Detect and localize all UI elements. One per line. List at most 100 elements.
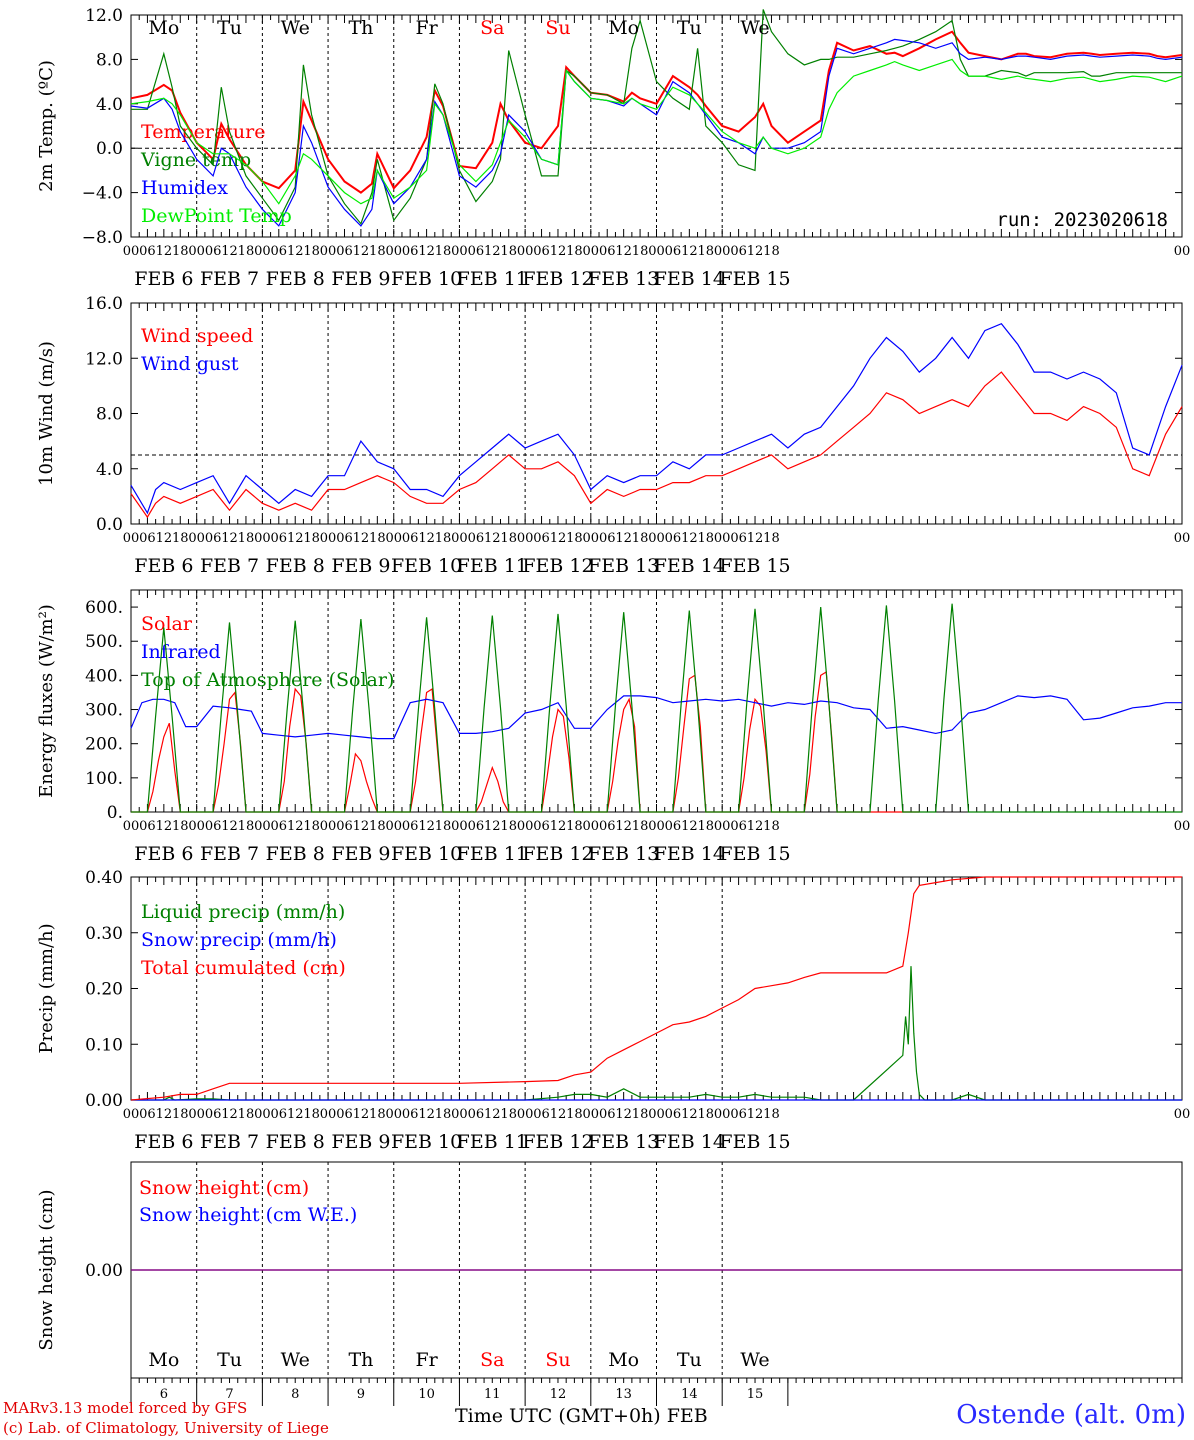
hour-label: 12: [615, 819, 632, 834]
hour-label: 06: [533, 819, 550, 834]
y-tick-label: 0.0: [96, 515, 123, 535]
hour-label: 18: [566, 1107, 583, 1122]
date-label: FEB 6: [134, 268, 193, 290]
y-tick-label: 0.00: [85, 1091, 123, 1111]
hour-label: 06: [271, 244, 288, 259]
hour-label: 12: [156, 531, 173, 546]
hour-label: 06: [468, 1107, 485, 1122]
hour-label: 06: [599, 531, 616, 546]
hour-label: 00: [517, 1107, 534, 1122]
run-label: run: 2023020618: [996, 209, 1168, 231]
day-name-bottom: Su: [545, 1349, 570, 1371]
series-line-total-cumulated-cm-: [130, 876, 1182, 1101]
hour-label: 12: [156, 819, 173, 834]
hour-label: 06: [402, 1107, 419, 1122]
day-name: Mo: [608, 17, 639, 39]
hour-label: 00: [254, 1107, 271, 1122]
date-label: FEB 8: [266, 843, 325, 865]
hour-label: 18: [632, 244, 649, 259]
hour-label: 00: [714, 531, 731, 546]
hour-label: 06: [468, 531, 485, 546]
hour-label: 06: [271, 531, 288, 546]
day-name: Mo: [148, 17, 179, 39]
hour-label: 00: [188, 819, 205, 834]
day-number: 13: [615, 1387, 632, 1402]
series-line-top-of-atmosphere-solar-: [131, 603, 1182, 813]
date-label: FEB 11: [457, 843, 528, 865]
date-label: FEB 13: [588, 843, 659, 865]
y-tick-label: 0.0: [96, 139, 123, 159]
y-tick-label: 0.00: [85, 1261, 123, 1281]
hour-label: 00: [123, 531, 140, 546]
hour-label: 06: [336, 819, 353, 834]
y-axis-label: Energy fluxes (W/m²): [36, 604, 57, 798]
hour-label: 06: [730, 531, 747, 546]
day-name: Sa: [480, 17, 504, 39]
day-name: Tu: [217, 17, 242, 39]
day-name-bottom: Sa: [480, 1349, 504, 1371]
legend-wind-gust: Wind gust: [141, 353, 239, 375]
hour-label: 18: [369, 244, 386, 259]
date-label: FEB 9: [331, 843, 390, 865]
date-label: FEB 11: [457, 555, 528, 577]
day-number: 11: [484, 1387, 501, 1402]
hour-label: 06: [402, 819, 419, 834]
hour-label: 18: [435, 1107, 452, 1122]
hour-label: 00: [188, 531, 205, 546]
legend-snow-height-cm-: Snow height (cm): [139, 1177, 309, 1199]
hour-label: 06: [665, 244, 682, 259]
legend-snow-precip-mm-h-: Snow precip (mm/h): [141, 929, 337, 951]
lab-credit: (c) Lab. of Climatology, University of L…: [3, 1419, 329, 1437]
legend-snow-height-cm-w-e-: Snow height (cm W.E.): [139, 1204, 357, 1226]
hour-label: 18: [500, 819, 517, 834]
date-label: FEB 14: [654, 843, 725, 865]
y-tick-label: 16.0: [85, 294, 123, 314]
series-line-wind-gust: [130, 322, 1183, 515]
y-tick-label: 0.: [107, 803, 123, 823]
hour-label: 00: [188, 244, 205, 259]
date-label: FEB 11: [457, 268, 528, 290]
hour-label: 06: [599, 1107, 616, 1122]
hour-label: 00: [714, 819, 731, 834]
date-label: FEB 15: [719, 268, 790, 290]
date-label: FEB 7: [200, 268, 259, 290]
hour-label: 12: [747, 819, 764, 834]
date-label: FEB 7: [200, 555, 259, 577]
legend-temperature: Temperature: [141, 121, 265, 143]
date-label: FEB 10: [391, 1131, 462, 1153]
date-label: FEB 15: [719, 843, 790, 865]
hour-label: 18: [500, 1107, 517, 1122]
day-name-bottom: We: [281, 1349, 310, 1371]
hour-label: 06: [599, 244, 616, 259]
y-tick-label: 12.0: [85, 6, 123, 26]
hour-label: 00: [123, 1107, 140, 1122]
hour-label: 06: [205, 531, 222, 546]
y-axis-label: 10m Wind (m/s): [36, 341, 57, 486]
date-label: FEB 9: [331, 555, 390, 577]
hour-label: 18: [763, 1107, 780, 1122]
day-name-bottom: We: [740, 1349, 769, 1371]
hour-label: 12: [221, 531, 238, 546]
hour-label: 18: [697, 819, 714, 834]
y-tick-label: 8.0: [96, 50, 123, 70]
y-tick-label: −8.0: [82, 228, 123, 248]
legend-vigne-temp: Vigne temp: [140, 149, 251, 171]
hour-label: 00: [123, 819, 140, 834]
hour-label: 18: [303, 1107, 320, 1122]
hour-label: 18: [172, 819, 189, 834]
day-name-bottom: Mo: [608, 1349, 639, 1371]
hour-label: 06: [468, 244, 485, 259]
hour-label: 18: [566, 819, 583, 834]
series-line-temperature: [130, 30, 1183, 194]
date-label: FEB 15: [719, 1131, 790, 1153]
hour-label: 00: [1174, 531, 1191, 546]
legend-liquid-precip-mm-h-: Liquid precip (mm/h): [141, 901, 345, 923]
hour-label: 00: [1174, 1107, 1191, 1122]
hour-label: 06: [205, 244, 222, 259]
hour-label: 00: [451, 1107, 468, 1122]
series-line-dewpoint-temp: [130, 58, 1183, 205]
hour-label: 12: [221, 244, 238, 259]
hour-label: 12: [156, 244, 173, 259]
date-label: FEB 10: [391, 555, 462, 577]
hour-label: 06: [336, 1107, 353, 1122]
